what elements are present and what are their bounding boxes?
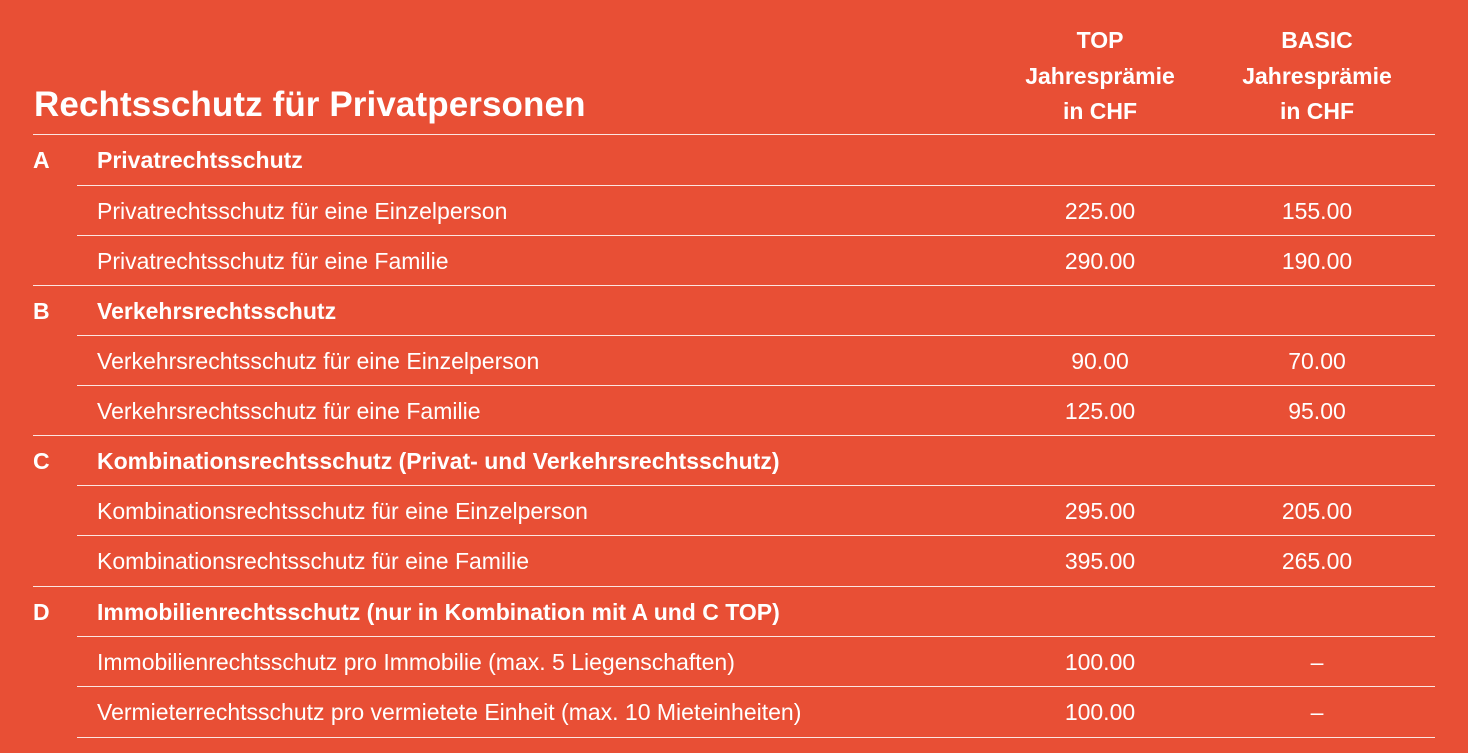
section-row-c: C Kombinationsrechtsschutz (Privat- und … [0, 436, 1468, 486]
divider [33, 134, 1435, 135]
row-label: Verkehrsrechtsschutz für eine Familie [97, 398, 481, 424]
row-label: Verkehrsrechtsschutz für eine Einzelpers… [97, 348, 540, 374]
section-row-b: B Verkehrsrechtsschutz [0, 286, 1468, 336]
table-row: Verkehrsrechtsschutz für eine Familie 12… [0, 386, 1468, 436]
section-title: Privatrechtsschutz [97, 147, 303, 173]
column-header-top-line-2: Jahresprämie [1025, 62, 1175, 89]
table-row: Verkehrsrechtsschutz für eine Einzelpers… [0, 336, 1468, 386]
divider [33, 586, 1435, 587]
price-top: 90.00 [1071, 348, 1129, 374]
row-label: Privatrechtsschutz für eine Familie [97, 248, 449, 274]
page-title: Rechtsschutz für Privatpersonen [34, 85, 586, 124]
price-basic: 205.00 [1281, 498, 1353, 524]
column-header-top: TOP Jahresprämie in CHF [980, 23, 1220, 130]
row-label: Privatrechtsschutz für eine Einzelperson [97, 198, 508, 224]
divider [77, 385, 1435, 386]
price-top: 125.00 [1064, 398, 1136, 424]
table-row: Privatrechtsschutz für eine Einzelperson… [0, 186, 1468, 236]
divider [77, 636, 1435, 637]
price-top: 395.00 [1064, 548, 1136, 574]
price-basic: – [1310, 699, 1324, 725]
price-top: 100.00 [1064, 699, 1136, 725]
divider [33, 285, 1435, 286]
table-row: Vermieterrechtsschutz pro vermietete Ein… [0, 687, 1468, 737]
row-label: Kombinationsrechtsschutz für eine Einzel… [97, 498, 588, 524]
column-header-basic-line-1: BASIC [1281, 27, 1353, 53]
section-row-a: A Privatrechtsschutz [0, 135, 1468, 185]
row-label: Kombinationsrechtsschutz für eine Famili… [97, 548, 530, 574]
table-row: Kombinationsrechtsschutz für eine Einzel… [0, 486, 1468, 536]
price-top: 290.00 [1064, 248, 1136, 274]
price-basic: – [1310, 649, 1324, 675]
price-basic: 190.00 [1281, 248, 1353, 274]
section-row-d: D Immobilienrechtsschutz (nur in Kombina… [0, 587, 1468, 637]
column-header-basic: BASIC Jahresprämie in CHF [1197, 23, 1437, 130]
column-header-basic-line-2: Jahresprämie [1242, 62, 1392, 89]
column-header-basic-line-3: in CHF [1279, 98, 1355, 124]
row-label: Vermieterrechtsschutz pro vermietete Ein… [97, 699, 802, 725]
divider [77, 737, 1435, 738]
table-row: Kombinationsrechtsschutz für eine Famili… [0, 536, 1468, 586]
price-top: 295.00 [1064, 498, 1136, 524]
divider [77, 185, 1435, 186]
price-top: 225.00 [1064, 198, 1136, 224]
section-letter: D [33, 599, 50, 625]
divider [33, 435, 1435, 436]
divider [77, 235, 1435, 236]
price-basic: 265.00 [1281, 548, 1353, 574]
section-title: Immobilienrechtsschutz (nur in Kombinati… [97, 599, 780, 625]
row-label: Immobilienrechtsschutz pro Immobilie (ma… [97, 649, 735, 675]
divider [77, 535, 1435, 536]
table-row: Immobilienrechtsschutz pro Immobilie (ma… [0, 637, 1468, 687]
price-basic: 155.00 [1281, 198, 1353, 224]
price-basic: 70.00 [1288, 348, 1346, 374]
column-header-top-line-3: in CHF [1062, 98, 1138, 124]
price-top: 100.00 [1064, 649, 1136, 675]
section-letter: B [33, 298, 50, 324]
section-title: Verkehrsrechtsschutz [97, 298, 337, 324]
section-title: Kombinationsrechtsschutz (Privat- und Ve… [97, 448, 780, 474]
section-letter: C [33, 448, 50, 474]
divider [77, 335, 1435, 336]
section-letter: A [33, 147, 50, 173]
column-header-top-line-1: TOP [1076, 27, 1124, 53]
divider [77, 485, 1435, 486]
price-basic: 95.00 [1288, 398, 1346, 424]
divider [77, 686, 1435, 687]
table-row: Privatrechtsschutz für eine Familie 290.… [0, 236, 1468, 286]
